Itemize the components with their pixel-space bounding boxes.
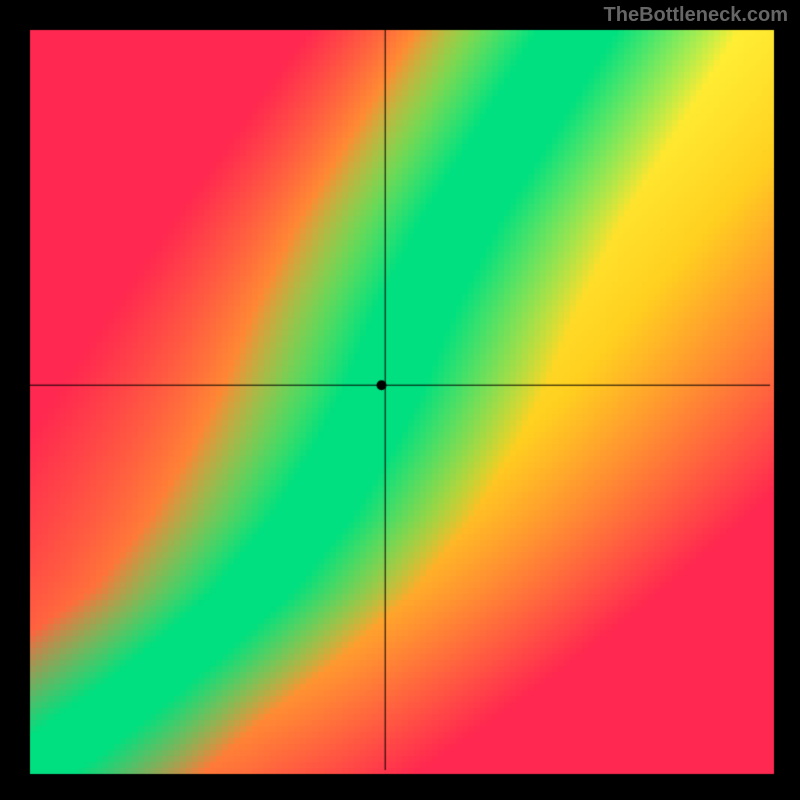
heatmap-canvas	[0, 0, 800, 800]
watermark-text: TheBottleneck.com	[604, 4, 788, 27]
chart-container: TheBottleneck.com	[0, 0, 800, 800]
